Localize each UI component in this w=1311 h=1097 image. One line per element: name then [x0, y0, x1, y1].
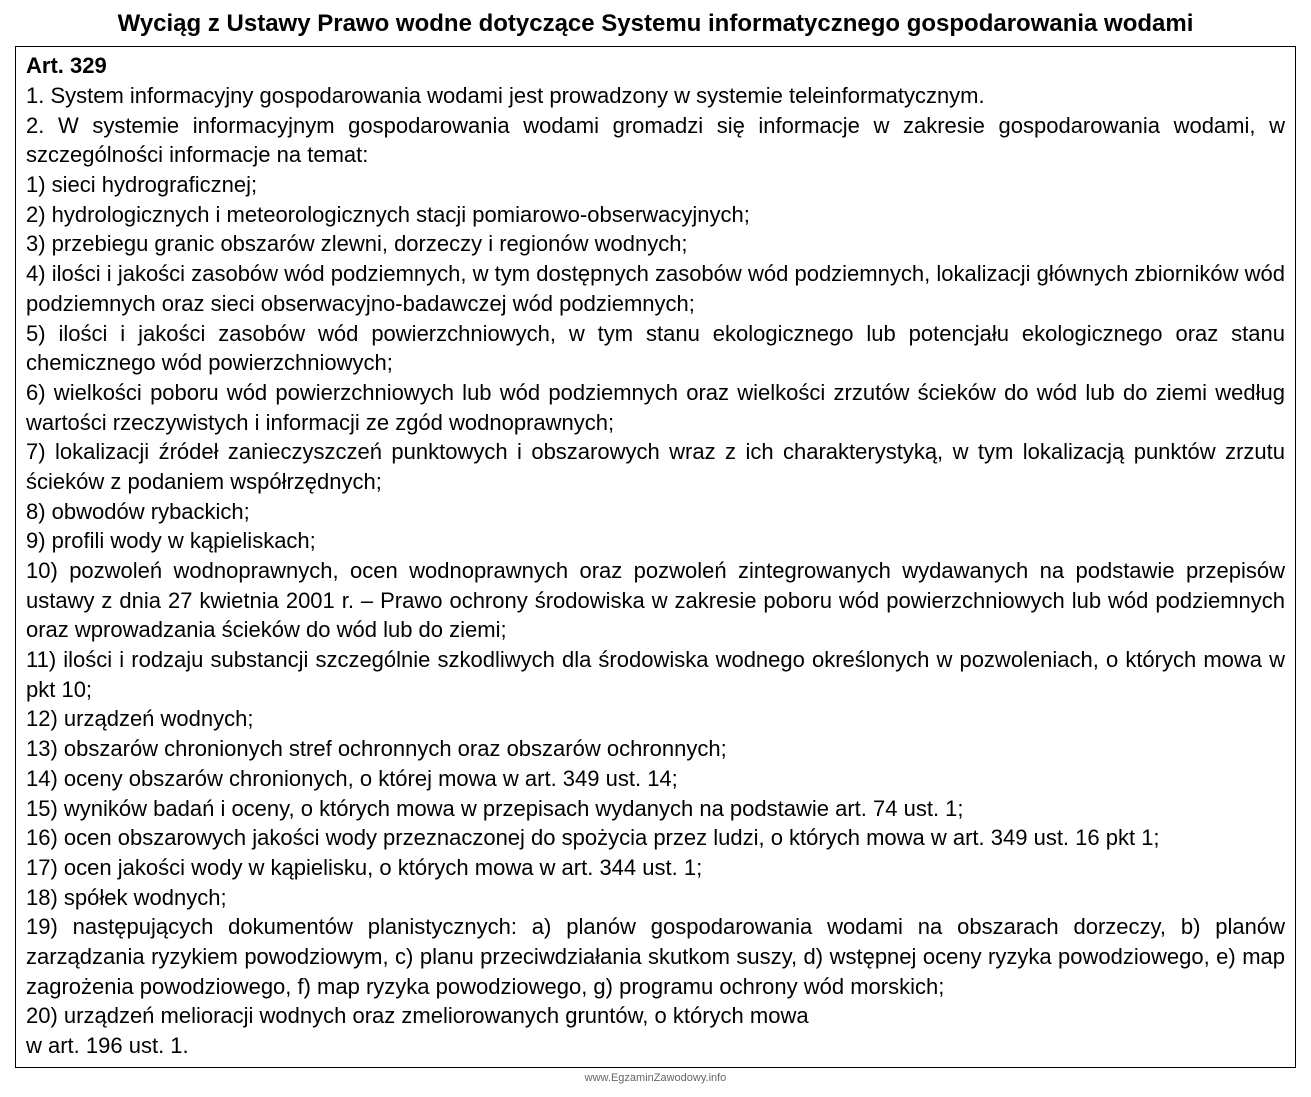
p-19: 18) spółek wodnych; [26, 883, 1285, 913]
p-3: 2) hydrologicznych i meteorologicznych s… [26, 200, 1285, 230]
p-6: 5) ilości i jakości zasobów wód powierzc… [26, 319, 1285, 378]
p-11: 10) pozwoleń wodnoprawnych, ocen wodnopr… [26, 556, 1285, 645]
article-header: Art. 329 [26, 53, 1285, 79]
p-12: 11) ilości i rodzaju substancji szczegól… [26, 645, 1285, 704]
p-5: 4) ilości i jakości zasobów wód podziemn… [26, 259, 1285, 318]
footer-text: www.EgzaminZawodowy.info [15, 1072, 1296, 1084]
p-13: 12) urządzeń wodnych; [26, 704, 1285, 734]
document-title: Wyciąg z Ustawy Prawo wodne dotyczące Sy… [15, 10, 1296, 38]
p-20: 19) następujących dokumentów planistyczn… [26, 912, 1285, 1001]
content-box: Art. 329 1. System informacyjny gospodar… [15, 46, 1296, 1068]
p-0: 1. System informacyjny gospodarowania wo… [26, 81, 1285, 111]
p-17: 16) ocen obszarowych jakości wody przezn… [26, 823, 1285, 853]
p-15: 14) oceny obszarów chronionych, o której… [26, 764, 1285, 794]
p-8: 7) lokalizacji źródeł zanieczyszczeń pun… [26, 437, 1285, 496]
p-10: 9) profili wody w kąpieliskach; [26, 526, 1285, 556]
p-21: 20) urządzeń melioracji wodnych oraz zme… [26, 1001, 1285, 1031]
p-1: 2. W systemie informacyjnym gospodarowan… [26, 111, 1285, 170]
p-22: w art. 196 ust. 1. [26, 1031, 1285, 1061]
p-7: 6) wielkości poboru wód powierzchniowych… [26, 378, 1285, 437]
p-4: 3) przebiegu granic obszarów zlewni, dor… [26, 229, 1285, 259]
p-16: 15) wyników badań i oceny, o których mow… [26, 794, 1285, 824]
p-9: 8) obwodów rybackich; [26, 497, 1285, 527]
p-2: 1) sieci hydrograficznej; [26, 170, 1285, 200]
p-14: 13) obszarów chronionych stref ochronnyc… [26, 734, 1285, 764]
p-18: 17) ocen jakości wody w kąpielisku, o kt… [26, 853, 1285, 883]
